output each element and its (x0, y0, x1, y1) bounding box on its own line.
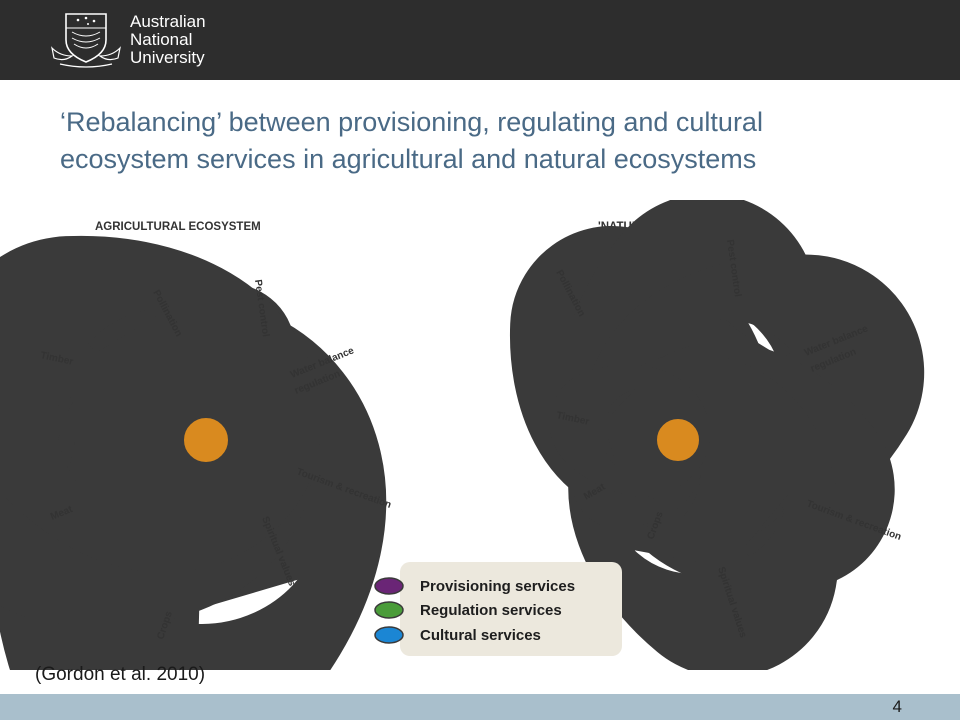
page-number: 4 (892, 697, 902, 716)
university-wordmark: Australian National University (130, 13, 206, 67)
legend-label-regulation: Regulation services (420, 602, 562, 619)
legend-swatch-regulation (374, 601, 404, 619)
legend-box (400, 562, 622, 656)
legend-swatch-cultural (374, 626, 404, 644)
agri-center-circle (182, 416, 230, 464)
natural-center-circle (655, 417, 701, 463)
slide-title-line-1: ‘Rebalancing’ between provisioning, regu… (60, 107, 763, 137)
agricultural-ecosystem-title: AGRICULTURAL ECOSYSTEM (95, 221, 261, 233)
slide-title-line-2: ecosystem services in agricultural and n… (60, 144, 757, 174)
anu-crest-logo (51, 13, 121, 68)
legend-swatch-provisioning (374, 577, 404, 595)
wordmark-line-2: National (130, 30, 193, 49)
ecosystem-services-diagram: AGRICULTURAL ECOSYSTEM Timber Pollinatio… (0, 200, 960, 670)
natural-flower (594, 300, 818, 575)
footer-bar: 4 (0, 694, 960, 720)
wordmark-line-3: University (130, 48, 205, 67)
wordmark-line-1: Australian (130, 12, 206, 31)
header-bar: Australian National University (0, 0, 960, 80)
natural-petal-timber (601, 412, 659, 445)
agri-petal-timber (59, 344, 201, 453)
slide-title: ‘Rebalancing’ between provisioning, regu… (60, 104, 920, 178)
agricultural-flower (56, 344, 295, 627)
legend: Provisioning services Regulation service… (374, 562, 622, 656)
legend-label-provisioning: Provisioning services (420, 578, 575, 595)
citation: (Gordon et al. 2010) (35, 664, 206, 685)
legend-label-cultural: Cultural services (420, 627, 541, 644)
